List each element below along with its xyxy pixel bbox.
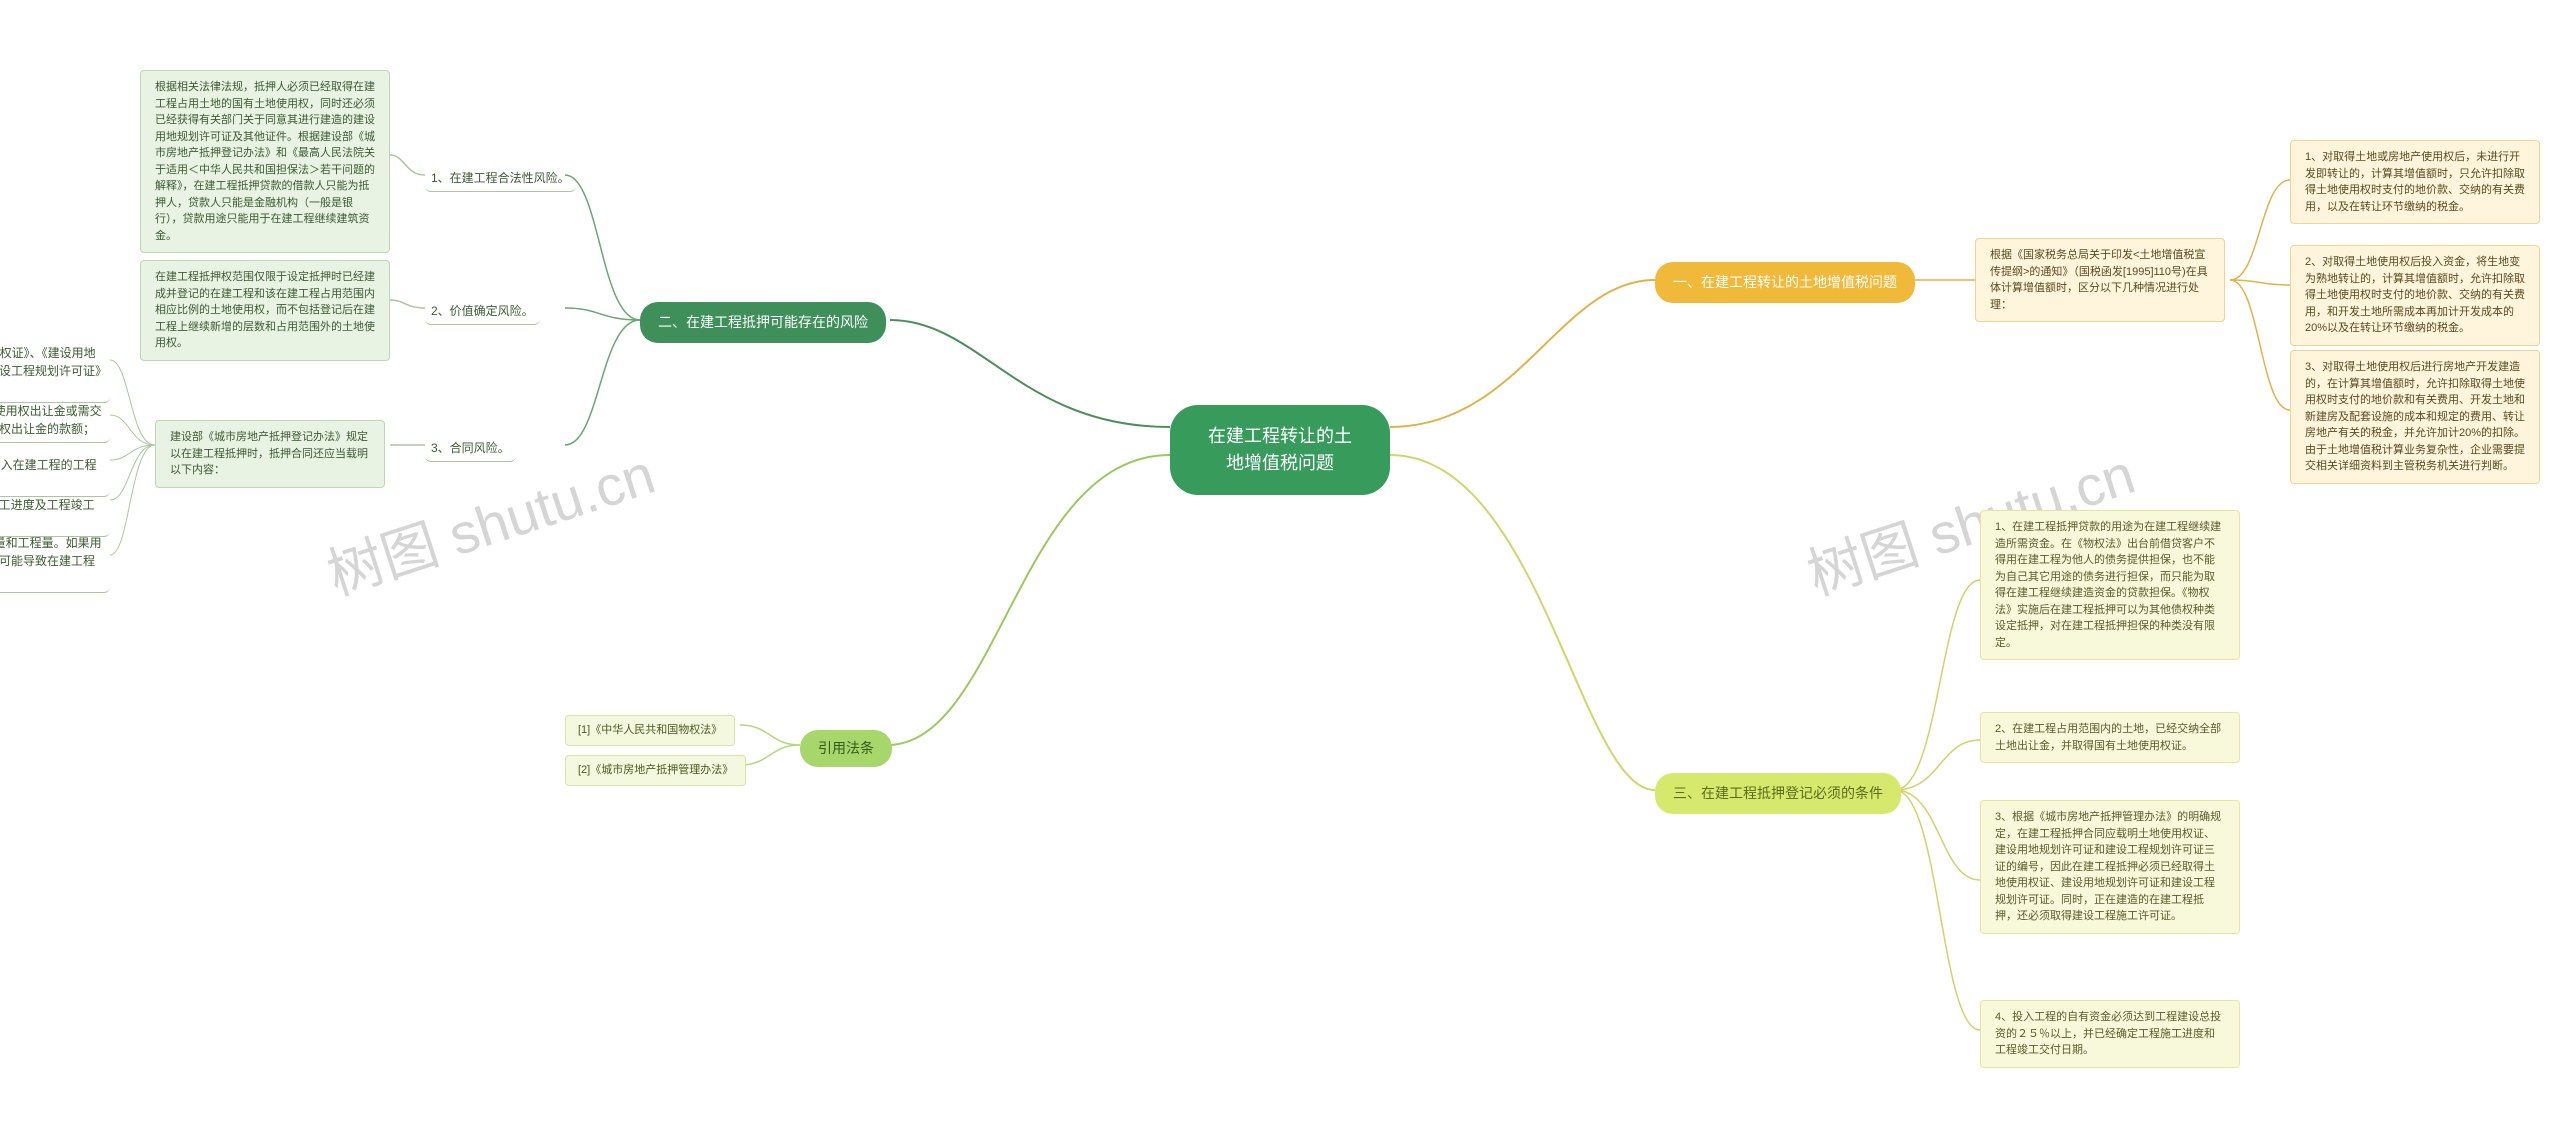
branch-2-sub-1: 1、在建工程合法性风险。 [425, 165, 576, 192]
branch-2-sub-3-detail: 建设部《城市房地产抵押登记办法》规定以在建工程抵押时，抵押合同还应当载明以下内容… [155, 420, 385, 488]
branch-1-leaf-2: 2、对取得土地使用权后投入资金，将生地变为熟地转让的，计算其增值额时，允许扣除取… [2290, 245, 2540, 346]
branch-4-leaf-1: [1]《中华人民共和国物权法》 [565, 715, 735, 746]
branch-3-leaf-2: 2、在建工程占用范围内的土地，已经交纳全部土地出让金，并取得国有土地使用权证。 [1980, 712, 2240, 763]
branch-2-sub-3-item-5: （5）已完成的工作量和工程量。如果用一般的抵押合同，很可能导致在建工程抵押合同无… [0, 530, 110, 593]
branch-3-leaf-4: 4、投入工程的自有资金必须达到工程建设总投资的２５％以上，并已经确定工程施工进度… [1980, 1000, 2240, 1068]
branch-1: 一、在建工程转让的土地增值税问题 [1655, 262, 1915, 303]
branch-4: 引用法条 [800, 730, 892, 767]
branch-4-leaf-2: [2]《城市房地产抵押管理办法》 [565, 755, 746, 786]
branch-2-sub-2: 2、价值确定风险。 [425, 298, 540, 325]
branch-2: 二、在建工程抵押可能存在的风险 [640, 302, 886, 343]
branch-2-sub-3-item-3: （3）已投入在建工程的工程款； [0, 452, 110, 497]
branch-3-leaf-1: 1、在建工程抵押贷款的用途为在建工程继续建造所需资金。在《物权法》出台前借贷客户… [1980, 510, 2240, 660]
branch-3-leaf-3: 3、根据《城市房地产抵押管理办法》的明确规定，在建工程抵押合同应载明土地使用权证… [1980, 800, 2240, 934]
branch-1-leaf-3: 3、对取得土地使用权后进行房地产开发建造的，在计算其增值额时，允许扣除取得土地使… [2290, 350, 2540, 484]
branch-1-leaf-1: 1、对取得土地或房地产使用权后，未进行开发即转让的，计算其增值额时，只允许扣除取… [2290, 140, 2540, 224]
root-node: 在建工程转让的土地增值税问题 [1170, 405, 1390, 495]
branch-2-sub-3-item-1: （1）《国有土地使用权证》、《建设用地规划许可证》和《建设工程规划许可证》三证的… [0, 340, 110, 403]
branch-1-sub: 根据《国家税务总局关于印发<土地增值税宣传提纲>的通知》（国税函发[1995]1… [1975, 238, 2225, 322]
branch-2-sub-1-detail: 根据相关法律法规，抵押人必须已经取得在建工程占用土地的国有土地使用权，同时还必须… [140, 70, 390, 253]
branch-2-sub-2-detail: 在建工程抵押权范围仅限于设定抵押时已经建成并登记的在建工程和该在建工程占用范围内… [140, 260, 390, 361]
branch-2-sub-3-item-2: （2）已交纳的土地使用权出让金或需交纳的相当于土地使用权出让金的款额； [0, 398, 110, 443]
branch-2-sub-3: 3、合同风险。 [425, 435, 516, 462]
branch-3: 三、在建工程抵押登记必须的条件 [1655, 773, 1901, 814]
